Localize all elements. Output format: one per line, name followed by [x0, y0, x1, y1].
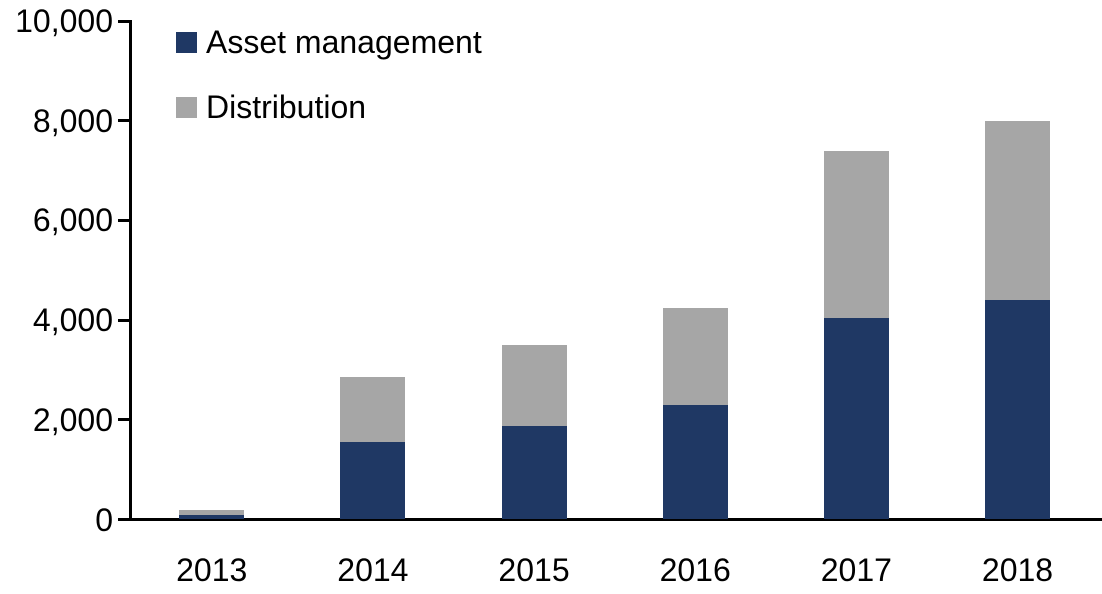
- x-axis-label-2017: 2017: [820, 552, 892, 588]
- bar-segment-asset-management-2015: [501, 425, 567, 520]
- x-axis-label-2015: 2015: [498, 552, 570, 588]
- y-axis-tick-label: 6,000: [32, 202, 113, 239]
- x-axis-label-2018: 2018: [981, 552, 1054, 588]
- bar-segment-distribution-2015: [501, 345, 567, 426]
- bar-segment-asset-management-2013: [179, 515, 245, 520]
- legend-item-asset-management: Asset management: [176, 23, 482, 61]
- bar-segment-distribution-2018: [985, 120, 1050, 301]
- y-axis-tick: [117, 418, 130, 422]
- y-axis-tick-label: 2,000: [32, 401, 113, 438]
- x-axis-label-2016: 2016: [659, 552, 731, 588]
- bar-segment-asset-management-2017: [823, 318, 889, 520]
- y-axis-tick: [117, 119, 130, 123]
- bar-segment-distribution-2016: [662, 307, 728, 405]
- bar-segment-asset-management-2014: [340, 442, 406, 520]
- legend-item-distribution: Distribution: [176, 88, 366, 126]
- legend-swatch-asset-management-icon: [176, 31, 197, 53]
- bar-segment-distribution-2014: [340, 377, 406, 443]
- x-axis-label-2013: 2013: [176, 552, 248, 588]
- y-axis-tick: [117, 218, 130, 222]
- bar-segment-asset-management-2016: [662, 404, 728, 520]
- bar-segment-distribution-2013: [179, 510, 245, 515]
- y-axis-tick: [117, 19, 130, 23]
- legend-swatch-distribution-icon: [176, 96, 197, 118]
- y-axis-tick-label: 8,000: [32, 102, 113, 139]
- x-axis-label-2014: 2014: [337, 552, 409, 588]
- bar-segment-asset-management-2018: [985, 300, 1050, 520]
- x-axis-line: [119, 518, 1102, 521]
- y-axis-tick-label: 10,000: [15, 3, 113, 39]
- y-axis-line: [128, 19, 132, 521]
- y-axis-tick-label: 4,000: [32, 302, 113, 339]
- legend-label-asset-management: Asset management: [206, 24, 482, 60]
- bar-segment-distribution-2017: [823, 151, 889, 319]
- legend-label-distribution: Distribution: [206, 89, 367, 125]
- y-axis-tick: [117, 318, 130, 322]
- y-axis-tick-label: 0: [95, 501, 113, 538]
